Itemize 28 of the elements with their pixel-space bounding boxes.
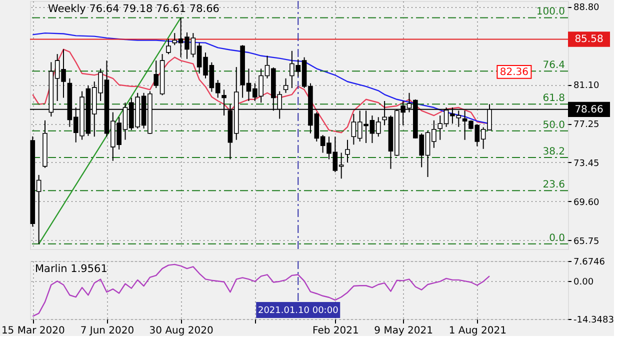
y-tick-label: 77.25 xyxy=(574,120,600,130)
x-tick-label: 30 Aug 2020 xyxy=(149,326,214,336)
annotation: 38.2 xyxy=(542,146,565,158)
y-tick-label: -14.3483 xyxy=(574,316,614,326)
annotation: 100.0 xyxy=(536,6,565,18)
y-tick-label: 0.00 xyxy=(574,278,594,288)
ref-line-label: 85.58 xyxy=(574,34,604,46)
x-tick-label: Feb 2021 xyxy=(312,326,359,336)
ref-line-label: 2021.01.10 00:00 xyxy=(258,306,339,316)
y-tick-label: 7.6746 xyxy=(574,258,606,268)
annotation: 61.8 xyxy=(542,93,565,104)
y-tick-label: 81.10 xyxy=(574,81,600,92)
chart-title: Weekly 76.64 79.18 76.61 78.66 xyxy=(48,3,220,15)
x-tick-label: 9 May 2021 xyxy=(374,326,433,336)
ref-line-label: 78.66 xyxy=(574,104,604,116)
x-tick-label: 7 Jun 2020 xyxy=(80,326,134,336)
annotation: 50.0 xyxy=(542,120,565,131)
y-tick-label: 73.45 xyxy=(574,158,600,169)
annotation: 0.0 xyxy=(549,232,565,244)
x-tick-label: 1 Aug 2021 xyxy=(448,326,507,336)
y-tick-label: 69.60 xyxy=(574,198,600,208)
y-tick-label: 88.80 xyxy=(574,3,600,14)
chart-title: Marlin 1.9561 xyxy=(35,263,108,275)
annotation: 23.6 xyxy=(542,180,565,191)
annotation: 76.4 xyxy=(542,60,565,72)
x-tick-label: 15 Mar 2020 xyxy=(1,326,65,336)
y-tick-label: 65.75 xyxy=(574,236,600,247)
annotation: 82.36 xyxy=(500,66,529,78)
